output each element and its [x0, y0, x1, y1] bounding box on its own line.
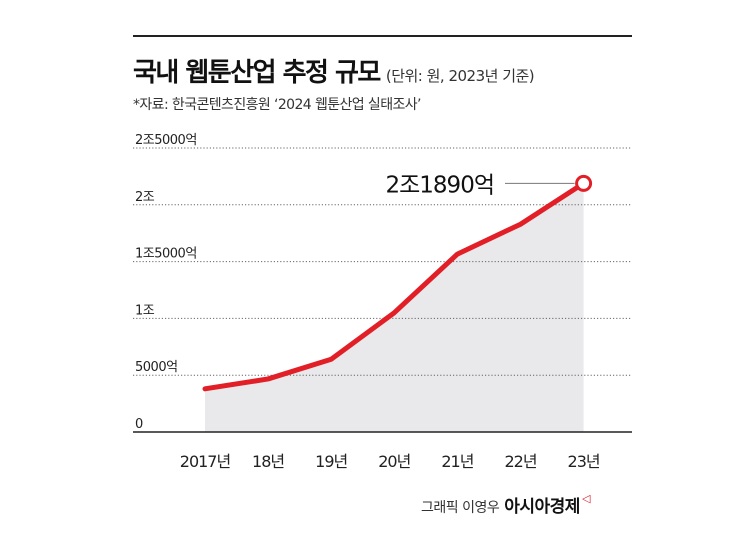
- annotation-label: 2조1890억: [386, 172, 495, 198]
- source-note: *자료: 한국콘텐츠진흥원 ‘2024 웹툰산업 실태조사’: [133, 97, 421, 113]
- data-line: [202, 180, 587, 392]
- y-tick-label: 1조5000억: [135, 247, 197, 262]
- brand-mark-icon: ◁: [581, 492, 591, 505]
- x-tick-label: 18년: [252, 452, 284, 471]
- y-tick-label: 0: [135, 417, 143, 432]
- x-tick-label: 23년: [568, 452, 600, 471]
- credit-text: 그래픽 이영우: [421, 500, 500, 516]
- brand-logo: 아시아경제: [504, 497, 580, 517]
- x-tick-label: 20년: [378, 452, 410, 471]
- x-tick-label: 2017년: [180, 452, 231, 471]
- x-tick-label: 19년: [315, 452, 347, 471]
- x-tick-label: 21년: [441, 452, 473, 471]
- x-tick-label: 22년: [504, 452, 536, 471]
- unit-note: (단위: 원, 2023년 기준): [385, 67, 535, 85]
- y-tick-label: 2조: [135, 190, 155, 205]
- y-tick-label: 1조: [135, 303, 155, 318]
- data-point-marker: [575, 174, 593, 192]
- top-rule: [133, 35, 632, 37]
- chart-title: 국내 웹툰산업 추정 규모: [133, 58, 381, 88]
- y-tick-label: 2조5000억: [135, 133, 197, 148]
- title-row: 국내 웹툰산업 추정 규모 (단위: 원, 2023년 기준): [133, 52, 535, 89]
- y-tick-label: 5000억: [135, 360, 178, 375]
- credit: 그래픽 이영우 아시아경제 ◁: [421, 492, 590, 517]
